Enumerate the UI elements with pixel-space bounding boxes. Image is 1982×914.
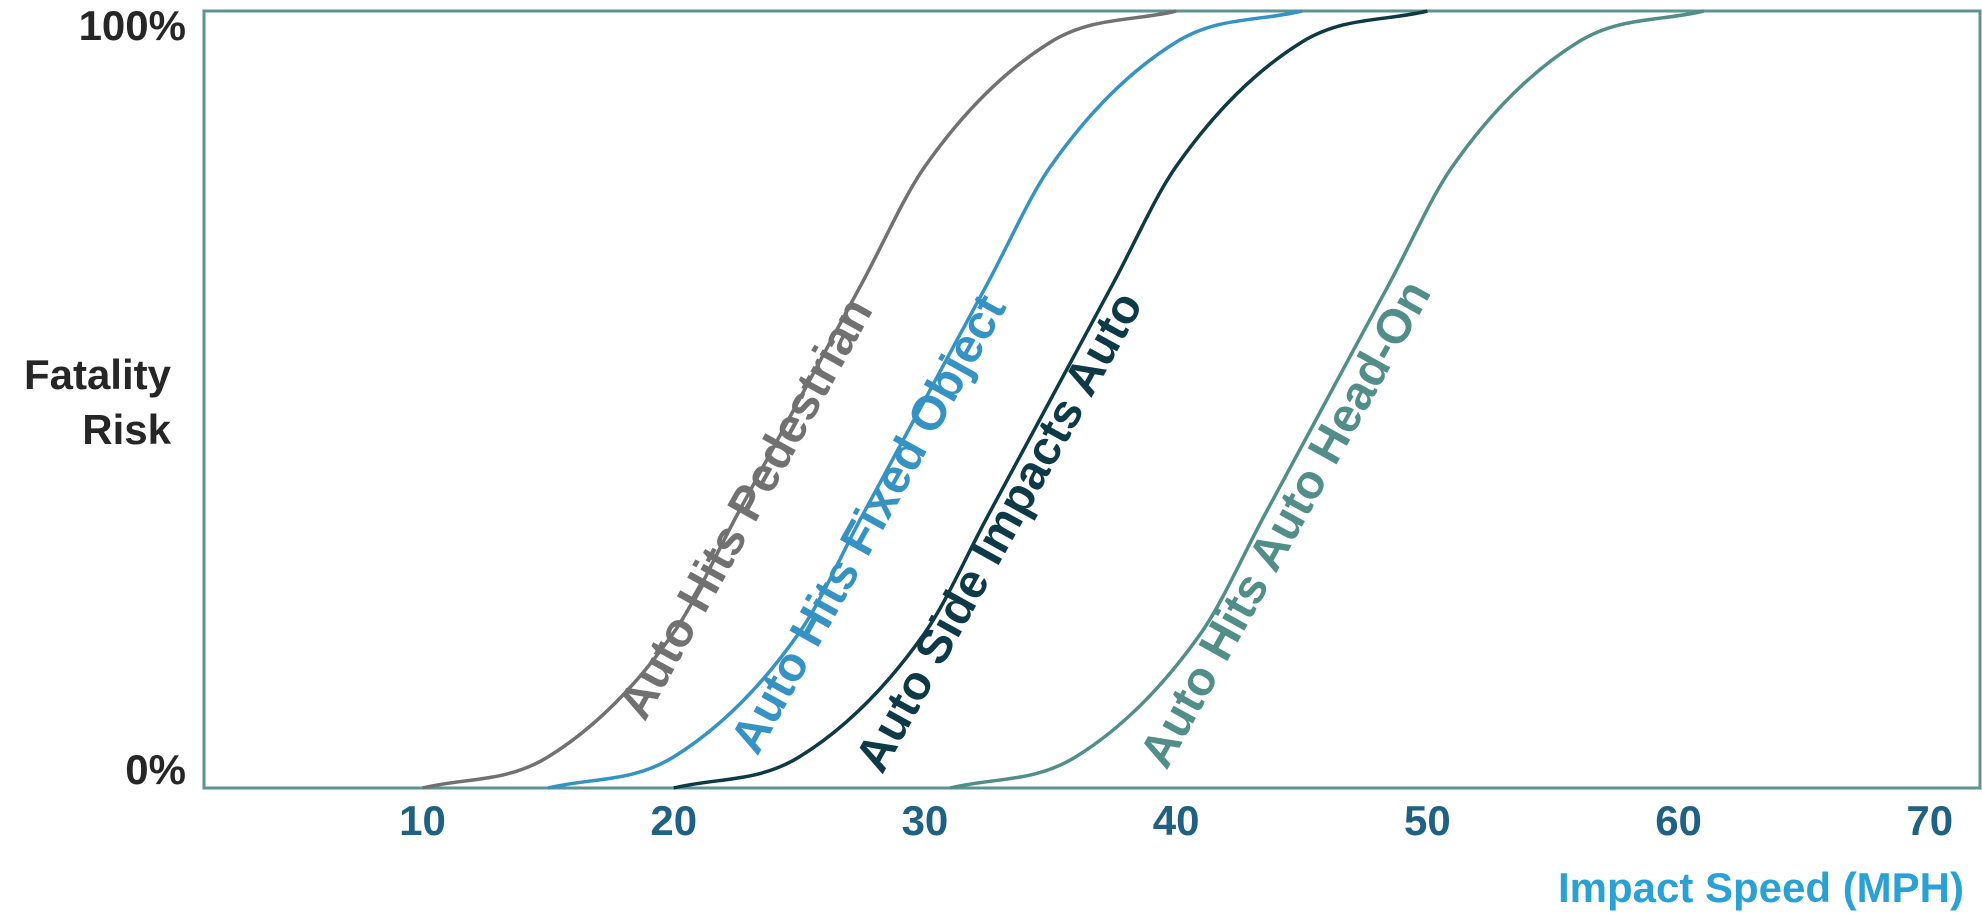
x-tick-label-30: 30 <box>902 797 949 844</box>
series-label-4: Auto Hits Auto Head-On <box>1130 272 1442 777</box>
x-tick-label-20: 20 <box>650 797 697 844</box>
y-tick-label-100: 100% <box>79 2 186 49</box>
series-line-3 <box>673 9 1428 790</box>
x-tick-label-50: 50 <box>1404 797 1451 844</box>
series-line-4 <box>949 9 1705 790</box>
x-tick-label-40: 40 <box>1153 797 1200 844</box>
x-tick-label-60: 60 <box>1655 797 1702 844</box>
x-tick-labels: 10 20 30 40 50 60 70 <box>399 797 1953 844</box>
x-tick-label-70: 70 <box>1906 797 1953 844</box>
series-line-1 <box>422 9 1177 790</box>
y-axis-label-line-2: Risk <box>82 406 171 453</box>
series-line-2 <box>547 9 1303 790</box>
x-axis-label: Impact Speed (MPH) <box>1558 864 1964 911</box>
series-lines <box>422 9 1705 790</box>
y-tick-label-0: 0% <box>125 746 186 793</box>
plot-frame <box>202 9 1982 790</box>
y-axis-label-line-1: Fatality <box>24 351 172 398</box>
series-label-1: Auto Hits Pedestrian <box>608 289 883 728</box>
x-tick-label-10: 10 <box>399 797 446 844</box>
